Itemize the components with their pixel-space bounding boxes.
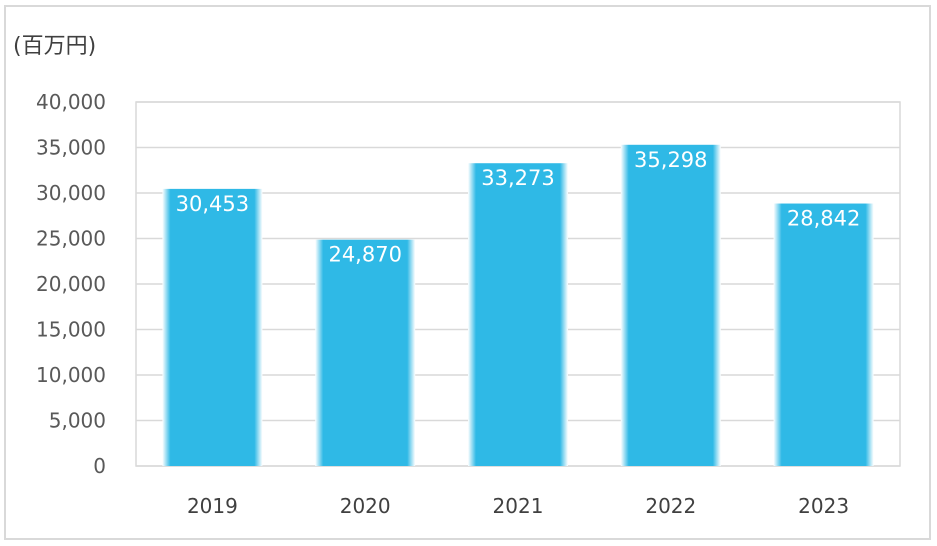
y-tick-label: 10,000: [36, 363, 106, 387]
y-tick-label: 40,000: [36, 90, 106, 114]
bar: [162, 188, 263, 467]
x-tick-label: 2021: [493, 494, 544, 518]
y-tick-label: 30,000: [36, 181, 106, 205]
bar: [315, 239, 416, 466]
bar-value-label: 24,870: [328, 243, 401, 267]
bar-value-label: 33,273: [481, 166, 554, 190]
x-tick-label: 2022: [645, 494, 696, 518]
bar-value-label: 35,298: [634, 148, 707, 172]
y-tick-label: 20,000: [36, 272, 106, 296]
bar: [620, 144, 721, 466]
y-tick-label: 0: [93, 454, 106, 478]
y-tick-label: 25,000: [36, 227, 106, 251]
x-tick-label: 2019: [187, 494, 238, 518]
bar-value-label: 30,453: [176, 192, 249, 216]
y-tick-label: 35,000: [36, 136, 106, 160]
x-tick-label: 2020: [340, 494, 391, 518]
bar: [468, 163, 568, 466]
bar: [773, 203, 874, 467]
y-axis-ticks: 0 5,000 10,000 15,000 20,000 25,000 30,000 35,0…: [36, 90, 106, 478]
bars: [162, 144, 874, 467]
y-tick-label: 15,000: [36, 318, 106, 342]
x-axis-ticks: 2019 2020 2021 2022 2023: [187, 494, 849, 518]
x-tick-label: 2023: [798, 494, 849, 518]
data-labels: 30,453 24,870 33,273 35,298 28,842: [176, 148, 861, 267]
y-tick-label: 5,000: [49, 409, 106, 433]
y-unit-label: (百万円): [13, 34, 97, 59]
bar-value-label: 28,842: [787, 207, 860, 231]
